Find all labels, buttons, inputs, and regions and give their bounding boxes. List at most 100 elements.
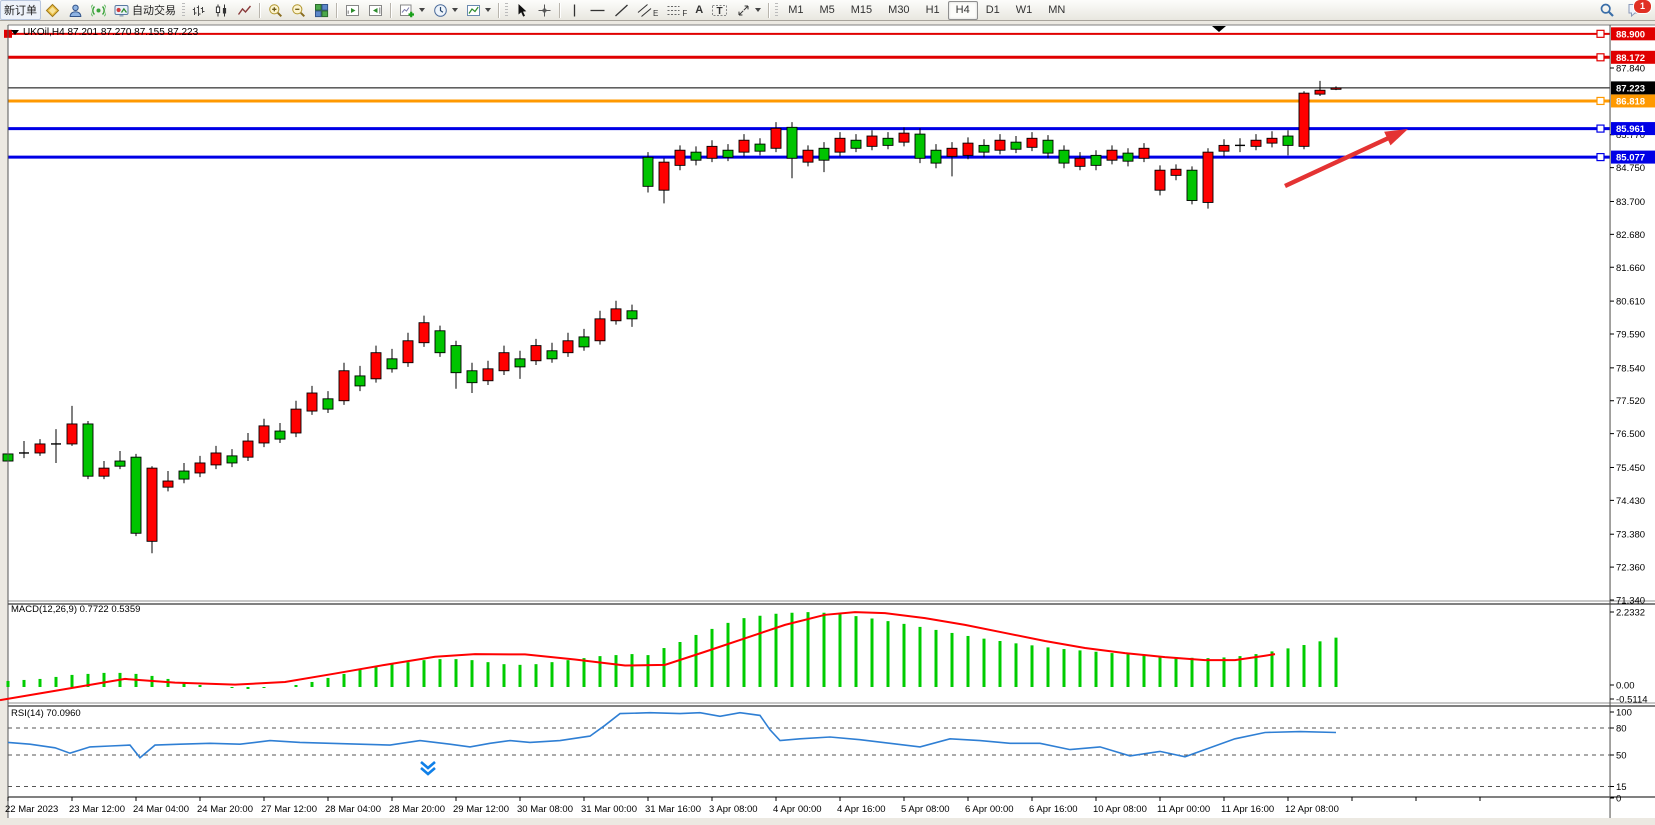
candle-body [626, 310, 638, 320]
search-button[interactable] [1595, 0, 1619, 20]
trend-arrow-head[interactable] [1384, 129, 1408, 146]
candle-body [306, 392, 318, 412]
chevron-down-icon [452, 8, 458, 12]
timeframe-h4-button[interactable]: H4 [947, 0, 978, 20]
text-label-tool-button[interactable]: T [707, 0, 732, 20]
trend-arrow-line[interactable] [1284, 132, 1397, 189]
price-axis-label: 0.00 [1616, 681, 1635, 692]
candle-body [642, 156, 654, 187]
auto-scroll-button[interactable] [341, 0, 364, 20]
new-chart-button[interactable] [395, 0, 429, 20]
horizontal-line-tool-button[interactable] [585, 0, 610, 20]
candle-body [210, 452, 222, 466]
tile-windows-button[interactable] [310, 0, 333, 20]
candle-body [722, 149, 734, 158]
autotrading-button[interactable]: 自动交易 [110, 0, 180, 20]
timeframe-m1-button[interactable]: M1 [788, 3, 804, 16]
candle-body [850, 139, 862, 149]
zoom-out-button[interactable] [287, 0, 310, 20]
horizontal-line-icon [590, 9, 605, 11]
scroll-chevron-icon[interactable] [420, 761, 436, 776]
timeframe-d1-button[interactable]: D1 [985, 3, 1000, 16]
line-chart-mode-button[interactable] [233, 0, 256, 20]
chevron-down-icon [419, 8, 425, 12]
candle-body [1090, 154, 1102, 166]
candle-body [178, 470, 190, 480]
bar-chart-icon [192, 5, 205, 16]
rsi-indicator-label: RSI(14) 70.0960 [11, 708, 81, 719]
price-axis[interactable]: 87.840 85.770 84.750 83.700 82.680 81.660 80.6… [1610, 27, 1655, 805]
timeframe-m30-button[interactable]: M30 [888, 3, 910, 16]
bar-chart-mode-button[interactable] [187, 0, 210, 20]
candle-body [290, 408, 302, 434]
price-axis-label: 73.380 [1616, 530, 1645, 541]
crosshair-tool-button[interactable] [533, 0, 556, 20]
price-axis-label: 79.590 [1616, 329, 1645, 340]
price-axis-label: 100 [1616, 708, 1632, 719]
tile-windows-icon [315, 3, 329, 17]
time-axis-label: 24 Mar 04:00 [133, 804, 189, 815]
chart-background [8, 25, 1655, 818]
chart-shift-button[interactable] [364, 0, 387, 20]
time-marker-icon[interactable] [1212, 26, 1226, 32]
candle-body [514, 358, 526, 368]
candle-body [258, 425, 270, 444]
vertical-line-tool-button[interactable] [564, 0, 585, 20]
toolbar-separator [498, 2, 500, 18]
candle-body [866, 135, 878, 147]
time-axis-label: 11 Apr 00:00 [1157, 804, 1210, 815]
timeframe-m5-button[interactable]: M5 [819, 3, 835, 16]
time-axis[interactable]: 22 Mar 2023 23 Mar 12:00 24 Mar 04:00 24 Ma… [5, 797, 1481, 815]
price-axis-label: 85.770 [1616, 130, 1645, 141]
new-order-button[interactable]: 新订单 [0, 0, 41, 20]
timeframe-w1-button[interactable]: W1 [1015, 3, 1033, 16]
zoom-out-icon [292, 3, 306, 17]
candle-body [34, 443, 46, 454]
time-axis-label: 6 Apr 00:00 [965, 804, 1014, 815]
candle-body [450, 345, 462, 374]
candle-body [674, 149, 686, 166]
candle-body [562, 340, 574, 354]
timeframe-mn-button[interactable]: MN [1048, 3, 1066, 16]
candle-body [738, 139, 750, 153]
time-axis-label: 31 Mar 16:00 [645, 804, 701, 815]
cursor-tool-button[interactable] [510, 0, 533, 20]
line-handle[interactable] [1596, 152, 1605, 162]
candle-body [274, 430, 286, 440]
chart-shift-icon [369, 4, 382, 16]
chevron-down-icon [755, 8, 762, 12]
period-button[interactable] [429, 0, 462, 20]
candlestick-icon [215, 4, 227, 16]
price-axis-label: 78.540 [1616, 363, 1645, 374]
clock-icon [434, 3, 447, 17]
time-axis-label: 29 Mar 12:00 [453, 804, 509, 815]
chart-title: UKOil,H4 87.201 87.270 87.155 87.223 [23, 27, 199, 38]
candle-body [610, 308, 622, 322]
candle-body [1074, 157, 1086, 167]
channel-tool-button[interactable]: E [633, 0, 662, 20]
line-handle[interactable] [1596, 53, 1605, 62]
line-handle[interactable] [1596, 96, 1605, 106]
quotes-button[interactable] [87, 0, 110, 20]
candlestick-mode-button[interactable] [210, 0, 233, 20]
timeframe-h1-button[interactable]: H1 [925, 3, 940, 16]
candle-body [130, 456, 142, 534]
templates-button[interactable] [462, 0, 495, 20]
timeframe-m15-button[interactable]: M15 [850, 3, 873, 16]
text-tool-button[interactable]: A [691, 0, 707, 20]
chart-title-bar[interactable]: UKOil,H4 87.201 87.270 87.155 87.223 [11, 27, 198, 38]
candle-body [354, 375, 366, 387]
trend-arrow[interactable] [1284, 129, 1408, 189]
fibonacci-tool-button[interactable]: F [662, 0, 691, 20]
chart-profiles-button[interactable] [41, 0, 64, 20]
trendline-tool-button[interactable] [610, 0, 633, 20]
toolbar-separator [768, 2, 771, 18]
zoom-in-button[interactable] [264, 0, 287, 20]
line-handle[interactable] [1596, 29, 1605, 38]
notifications-button[interactable]: 1 [1623, 0, 1652, 20]
arrows-tool-button[interactable] [732, 0, 765, 20]
time-axis-label: 11 Apr 16:00 [1221, 804, 1274, 815]
line-handle[interactable] [1596, 124, 1605, 133]
contract-spec-button[interactable] [64, 0, 87, 20]
